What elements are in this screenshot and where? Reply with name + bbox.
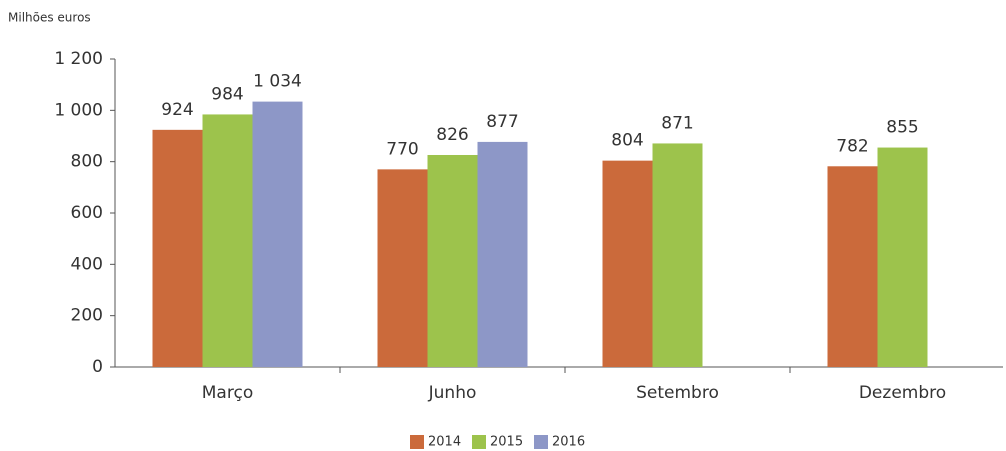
bar	[827, 166, 878, 367]
legend-swatch	[534, 435, 548, 449]
data-label: 826	[436, 125, 468, 145]
bar	[152, 129, 203, 367]
x-tick-label: Março	[202, 383, 253, 403]
data-label: 984	[211, 84, 243, 104]
y-tick-label: 600	[71, 203, 103, 223]
bar	[877, 147, 928, 367]
data-label: 855	[886, 118, 918, 138]
data-label: 1 034	[253, 72, 302, 92]
data-label: 804	[611, 131, 643, 151]
bar	[652, 143, 703, 367]
y-tick-label: 800	[71, 152, 103, 172]
data-label: 782	[836, 136, 868, 156]
data-label: 924	[161, 100, 193, 120]
data-label: 770	[386, 139, 418, 159]
data-label: 877	[486, 112, 518, 132]
legend-label: 2014	[428, 435, 461, 450]
bar	[252, 101, 303, 368]
bar	[377, 169, 428, 367]
y-tick-label: 0	[92, 357, 103, 377]
bar	[477, 141, 528, 367]
legend-swatch	[410, 435, 424, 449]
legend-label: 2016	[552, 435, 585, 450]
y-tick-label: 1 000	[54, 100, 103, 120]
legend-swatch	[472, 435, 486, 449]
y-axis-title: Milhões euros	[8, 11, 91, 25]
bar	[202, 114, 253, 367]
legend-label: 2015	[490, 435, 523, 450]
x-tick-label: Setembro	[636, 383, 719, 403]
data-label: 871	[661, 113, 693, 133]
x-tick-label: Junho	[428, 383, 477, 403]
y-tick-label: 400	[71, 254, 103, 274]
y-tick-label: 1 200	[54, 49, 103, 69]
x-tick-label: Dezembro	[859, 383, 946, 403]
bar	[602, 160, 653, 367]
bar	[427, 154, 478, 367]
y-tick-label: 200	[71, 306, 103, 326]
